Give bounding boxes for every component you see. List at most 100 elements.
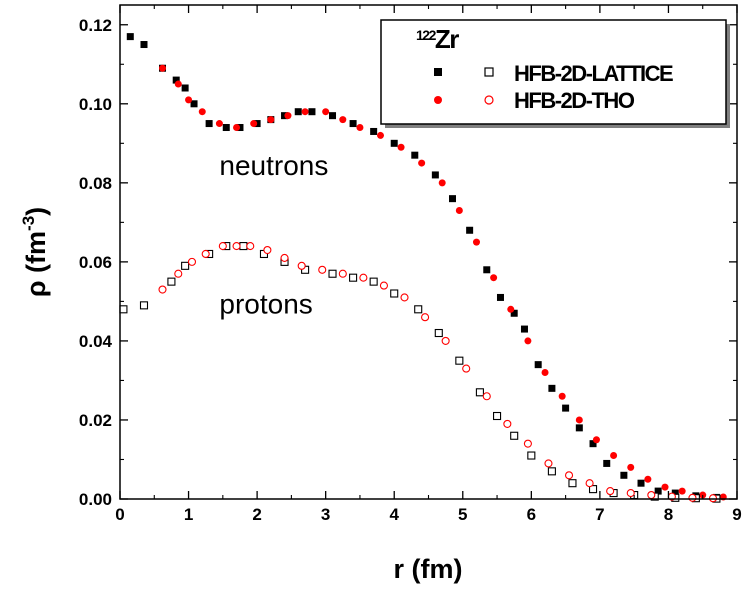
data-point <box>644 475 652 483</box>
y-axis-title-close: ) <box>21 207 51 216</box>
data-point <box>421 313 430 322</box>
data-point <box>411 151 419 159</box>
data-point <box>250 120 258 128</box>
data-point <box>627 463 635 471</box>
data-point <box>301 108 309 116</box>
data-point <box>455 356 464 365</box>
data-point <box>588 485 598 494</box>
data-point <box>610 452 618 460</box>
data-point <box>232 242 241 251</box>
data-point <box>205 120 213 128</box>
data-point <box>441 336 450 345</box>
data-point <box>708 494 718 503</box>
legend-label-lattice: HFB-2D-LATTICE <box>514 61 673 86</box>
data-point <box>329 112 337 120</box>
y-axis-title-sup: -3 <box>19 216 38 231</box>
data-point <box>356 124 364 132</box>
data-point <box>338 269 347 278</box>
data-point <box>414 305 423 314</box>
data-point <box>308 108 316 116</box>
data-point <box>483 266 491 274</box>
y-tick-label: 0.04 <box>79 332 113 351</box>
x-axis-title: r (fm) <box>394 554 463 584</box>
data-point <box>647 490 656 500</box>
data-point <box>431 171 439 179</box>
data-point <box>490 274 498 282</box>
data-point <box>434 328 443 338</box>
data-point <box>637 479 645 487</box>
x-tick-label: 2 <box>252 505 261 524</box>
legend-title-main: Zr <box>435 24 459 54</box>
data-point <box>626 489 635 498</box>
legend: 122Zr HFB-2D-LATTICE HFB-2D-THO <box>380 19 730 128</box>
data-point <box>267 116 275 124</box>
x-tick-label: 7 <box>595 505 604 524</box>
data-point <box>239 242 248 251</box>
data-point <box>328 269 337 278</box>
data-point <box>119 305 128 314</box>
data-point <box>544 459 553 468</box>
legend-marker-tho-filled <box>434 96 442 104</box>
data-point <box>466 226 474 234</box>
data-point <box>475 388 484 397</box>
data-point <box>541 369 549 377</box>
data-point <box>564 471 574 480</box>
legend-marker-lattice-filled <box>434 68 442 76</box>
y-tick-label: 0.08 <box>79 174 112 193</box>
data-point <box>233 124 241 132</box>
x-tick-label: 9 <box>732 505 741 524</box>
data-point <box>187 257 197 266</box>
data-point <box>510 431 519 440</box>
data-point <box>558 392 566 400</box>
annotation-protons: protons <box>219 288 312 319</box>
data-point <box>377 131 385 139</box>
data-point <box>174 269 183 278</box>
data-point <box>158 285 167 294</box>
data-point <box>294 108 302 116</box>
data-point <box>496 293 504 301</box>
data-point <box>507 305 515 313</box>
data-point <box>379 281 388 290</box>
data-point <box>280 253 289 262</box>
data-point <box>503 419 512 428</box>
data-point <box>397 143 405 151</box>
x-tick-label: 5 <box>458 505 467 524</box>
series-protons-hfb-2d-tho <box>158 242 718 503</box>
y-tick-label: 0.00 <box>79 490 112 509</box>
data-point <box>318 265 327 274</box>
y-tick-label: 0.12 <box>79 16 112 35</box>
legend-title: 122Zr <box>416 24 459 54</box>
data-point <box>349 273 358 282</box>
data-point <box>126 33 134 41</box>
data-point <box>349 120 357 128</box>
x-tick-label: 8 <box>664 505 673 524</box>
data-point <box>222 124 230 132</box>
data-point <box>524 337 532 345</box>
series-neutrons-hfb-2d-lattice <box>126 33 720 501</box>
data-point <box>523 439 532 448</box>
data-point <box>297 261 306 270</box>
data-point <box>448 195 456 203</box>
y-tick-label: 0.06 <box>79 253 112 272</box>
data-point <box>390 289 399 298</box>
x-axis: 0 1 2 3 4 5 6 7 8 9 <box>115 5 742 524</box>
data-point <box>167 277 176 286</box>
data-point <box>678 487 686 495</box>
data-point <box>688 493 697 502</box>
data-point <box>370 127 378 135</box>
data-point <box>181 261 190 270</box>
data-point <box>462 364 471 373</box>
data-point <box>654 487 662 495</box>
data-point <box>246 242 255 251</box>
x-tick-label: 6 <box>527 505 536 524</box>
data-point <box>547 467 556 476</box>
data-point <box>400 293 409 302</box>
y-axis: 0.00 0.02 0.04 0.06 0.08 0.10 0.12 <box>79 16 737 509</box>
data-point <box>527 451 536 460</box>
data-point <box>585 479 594 488</box>
data-point <box>139 301 149 310</box>
data-point <box>592 436 600 444</box>
data-point <box>562 404 570 412</box>
y-tick-label: 0.02 <box>79 411 112 430</box>
